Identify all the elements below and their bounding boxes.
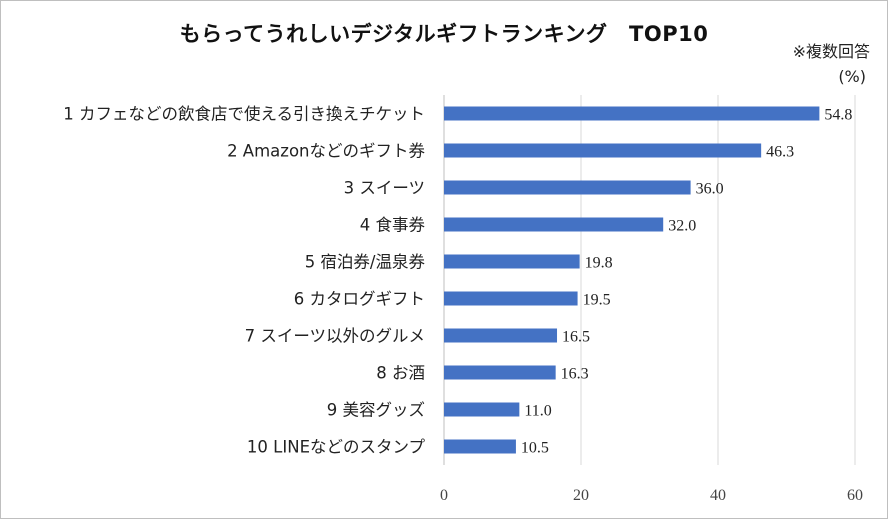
value-label-9: 11.0 xyxy=(524,403,551,420)
bar-5 xyxy=(444,254,580,269)
bar-7 xyxy=(444,328,558,343)
value-label-7: 16.5 xyxy=(562,329,590,346)
x-tick-label-20: 20 xyxy=(573,487,589,504)
value-label-5: 19.8 xyxy=(585,255,613,272)
category-label-6: 6 カタログギフト xyxy=(294,290,425,309)
value-label-3: 36.0 xyxy=(696,181,724,198)
bar-2 xyxy=(444,143,762,158)
chart-title: もらってうれしいデジタルギフトランキング TOP10 xyxy=(179,22,709,46)
category-label-9: 9 美容グッズ xyxy=(327,401,425,420)
category-label-1: 1 カフェなどの飲食店で使える引き換えチケット xyxy=(63,105,425,124)
category-label-2: 2 Amazonなどのギフト券 xyxy=(227,142,425,161)
bar-4 xyxy=(444,217,664,232)
category-label-8: 8 お酒 xyxy=(376,364,425,383)
bar-10 xyxy=(444,439,516,454)
value-label-6: 19.5 xyxy=(583,292,611,309)
bar-9 xyxy=(444,402,520,417)
value-label-1: 54.8 xyxy=(824,107,852,124)
value-label-8: 16.3 xyxy=(561,366,589,383)
category-label-10: 10 LINEなどのスタンプ xyxy=(247,438,426,457)
value-label-2: 46.3 xyxy=(766,144,794,161)
bar-8 xyxy=(444,365,556,380)
x-tick-label-0: 0 xyxy=(440,487,448,504)
x-tick-label-60: 60 xyxy=(847,487,863,504)
bar-6 xyxy=(444,291,578,306)
value-label-10: 10.5 xyxy=(521,440,549,457)
category-label-7: 7 スイーツ以外のグルメ xyxy=(245,327,425,346)
bar-3 xyxy=(444,180,691,195)
bar-1 xyxy=(444,106,820,121)
chart-note: ※複数回答 xyxy=(792,42,870,61)
category-label-3: 3 スイーツ xyxy=(344,179,425,198)
x-tick-label-40: 40 xyxy=(710,487,726,504)
unit-label: (%) xyxy=(838,67,866,86)
value-label-4: 32.0 xyxy=(668,218,696,235)
category-label-5: 5 宿泊券/温泉券 xyxy=(305,253,426,272)
category-label-4: 4 食事券 xyxy=(360,216,426,235)
